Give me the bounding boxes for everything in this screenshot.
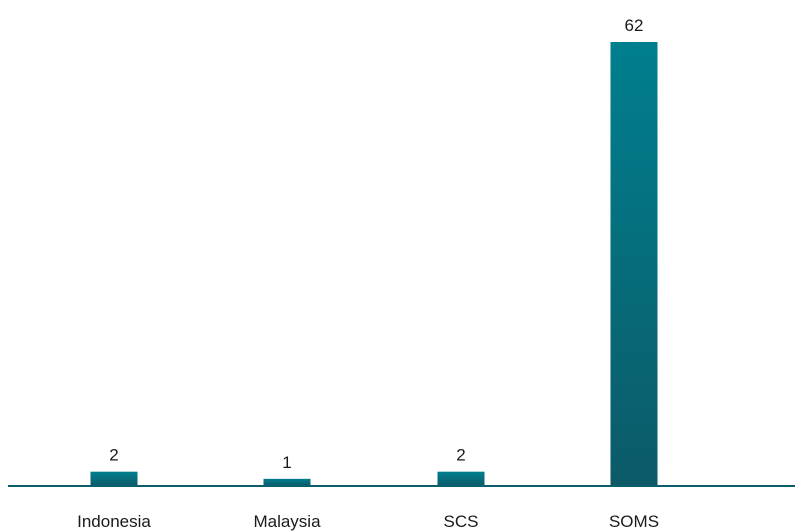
labels-layer: 2 Indonesia 1 Malaysia 2 SCS 62 SOMS (77, 16, 659, 531)
data-label-scs: 2 (456, 446, 465, 465)
data-label-soms: 62 (625, 16, 644, 35)
bar-indonesia (90, 471, 138, 486)
category-label-scs: SCS (444, 512, 479, 531)
bar-soms (610, 42, 658, 486)
category-label-malaysia: Malaysia (253, 512, 321, 531)
bar-malaysia (263, 478, 311, 486)
bars-layer (90, 42, 658, 486)
data-label-malaysia: 1 (282, 453, 291, 472)
data-label-indonesia: 2 (109, 446, 118, 465)
category-label-indonesia: Indonesia (77, 512, 151, 531)
bar-scs (437, 471, 485, 486)
category-label-soms: SOMS (609, 512, 659, 531)
